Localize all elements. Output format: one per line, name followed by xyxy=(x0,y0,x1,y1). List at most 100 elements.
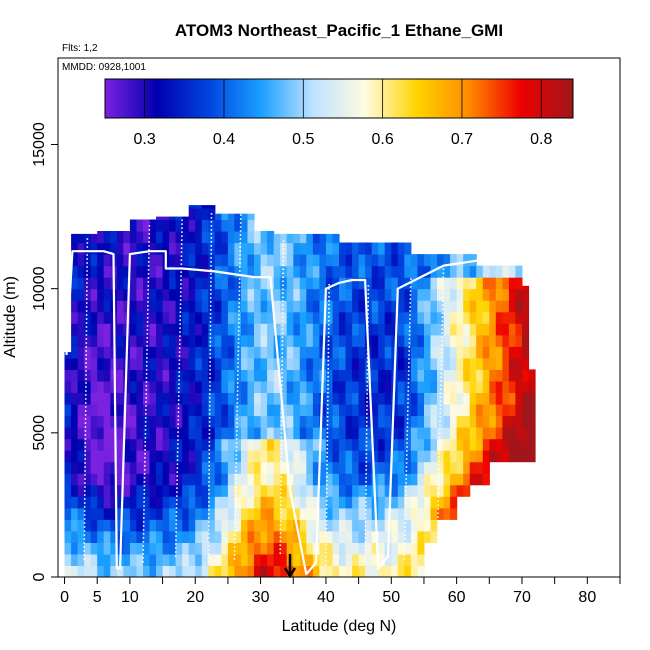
heatmap-cell xyxy=(267,334,275,347)
heatmap-cell xyxy=(397,311,405,324)
heatmap-cell xyxy=(175,334,183,347)
heatmap-cell xyxy=(208,450,216,463)
heatmap-cell xyxy=(182,461,190,474)
heatmap-cell xyxy=(123,404,131,417)
heatmap-cell xyxy=(463,427,471,440)
heatmap-cell xyxy=(156,311,164,324)
heatmap-cell xyxy=(116,265,124,278)
heatmap-cell xyxy=(319,565,327,577)
heatmap-cell xyxy=(352,484,360,497)
heatmap-cell xyxy=(417,334,425,347)
heatmap-cell xyxy=(286,427,294,440)
heatmap-cell xyxy=(221,461,229,474)
heatmap-cell xyxy=(234,496,242,509)
heatmap-cell xyxy=(156,473,164,486)
heatmap-cell xyxy=(169,216,177,221)
heatmap-cell xyxy=(495,311,503,324)
heatmap-cell xyxy=(97,242,105,255)
heatmap-cell xyxy=(195,357,203,370)
heatmap-cell xyxy=(352,334,360,347)
heatmap-cell xyxy=(306,484,314,497)
heatmap-cell xyxy=(208,346,216,359)
heatmap-cell xyxy=(365,450,373,463)
heatmap-cell xyxy=(143,311,151,324)
heatmap-cell xyxy=(136,415,144,428)
heatmap-cell xyxy=(332,369,340,382)
heatmap-cell xyxy=(476,357,484,370)
heatmap-cell xyxy=(424,450,432,463)
heatmap-cell xyxy=(482,392,490,405)
heatmap-cell xyxy=(149,231,157,244)
heatmap-cell xyxy=(208,415,216,428)
heatmap-cell xyxy=(332,461,340,474)
heatmap-cell xyxy=(162,415,170,428)
heatmap-cell xyxy=(384,565,392,577)
heatmap-cell xyxy=(495,323,503,336)
heatmap-cell xyxy=(463,380,471,393)
heatmap-cell xyxy=(312,369,320,382)
heatmap-cell xyxy=(175,565,183,577)
heatmap-cell xyxy=(437,254,445,267)
heatmap-cell xyxy=(424,473,432,486)
heatmap-cell xyxy=(90,357,98,370)
heatmap-cell xyxy=(371,542,379,555)
heatmap-cell xyxy=(450,265,458,278)
heatmap-cell xyxy=(169,404,177,417)
heatmap-cell xyxy=(208,553,216,566)
heatmap-cell xyxy=(430,461,438,474)
heatmap-cell xyxy=(365,484,373,497)
heatmap-cell xyxy=(84,530,92,543)
heatmap-cell xyxy=(273,507,281,520)
heatmap-cell xyxy=(103,242,111,255)
heatmap-cell xyxy=(482,300,490,313)
heatmap-cell xyxy=(234,300,242,313)
heatmap-cell xyxy=(325,392,333,405)
heatmap-cell xyxy=(280,311,288,324)
heatmap-cell xyxy=(201,254,209,267)
heatmap-cell xyxy=(332,311,340,324)
heatmap-cell xyxy=(522,404,530,417)
heatmap-cell xyxy=(339,380,347,393)
heatmap-cell xyxy=(371,277,379,290)
heatmap-cell xyxy=(97,530,105,543)
heatmap-cell xyxy=(195,415,203,428)
heatmap-cell xyxy=(397,346,405,359)
heatmap-cell xyxy=(371,300,379,313)
heatmap-cell xyxy=(358,519,366,532)
heatmap-cell xyxy=(201,553,209,566)
heatmap-cell xyxy=(358,427,366,440)
heatmap-cell xyxy=(482,357,490,370)
heatmap-cell xyxy=(299,380,307,393)
heatmap-cell xyxy=(528,450,536,463)
heatmap-cell xyxy=(182,438,190,451)
heatmap-cell xyxy=(325,484,333,497)
heatmap-cell xyxy=(103,300,111,313)
heatmap-cell xyxy=(456,473,464,486)
heatmap-cell xyxy=(482,277,490,290)
heatmap-cell xyxy=(234,311,242,324)
heatmap-cell xyxy=(273,300,281,313)
heatmap-cell xyxy=(319,265,327,278)
heatmap-cell xyxy=(489,438,497,451)
heatmap-cell xyxy=(508,334,516,347)
heatmap-cell xyxy=(247,392,255,405)
heatmap-cell xyxy=(417,288,425,301)
heatmap-cell xyxy=(371,334,379,347)
heatmap-cell xyxy=(241,254,249,267)
heatmap-cell xyxy=(410,300,418,313)
heatmap-cell xyxy=(254,311,262,324)
heatmap-cell xyxy=(103,231,111,244)
heatmap-cell xyxy=(293,461,301,474)
heatmap-cell xyxy=(469,427,477,440)
heatmap-cell xyxy=(378,461,386,474)
heatmap-cell xyxy=(437,277,445,290)
heatmap-cell xyxy=(325,233,333,244)
heatmap-cell xyxy=(437,311,445,324)
heatmap-cell xyxy=(410,288,418,301)
heatmap-cell xyxy=(71,450,79,463)
heatmap-cell xyxy=(293,311,301,324)
heatmap-cell xyxy=(339,496,347,509)
heatmap-cell xyxy=(123,484,131,497)
heatmap-cell xyxy=(515,346,523,359)
heatmap-cell xyxy=(280,530,288,543)
